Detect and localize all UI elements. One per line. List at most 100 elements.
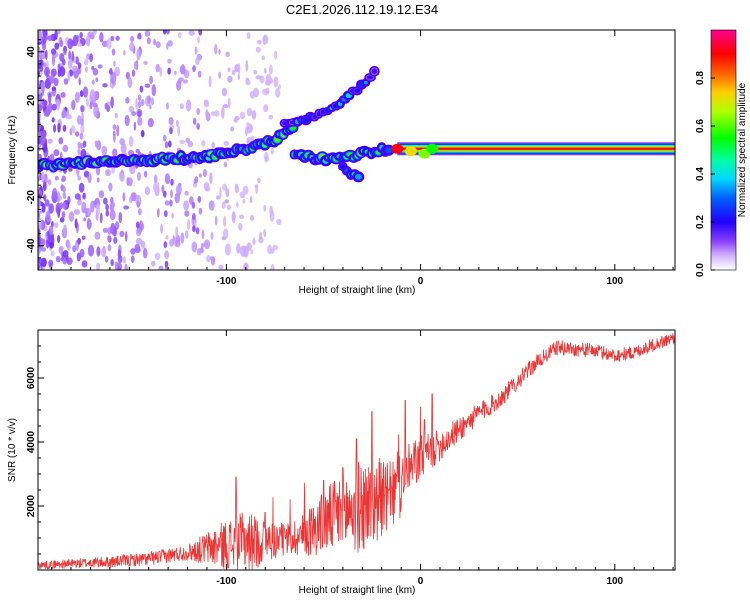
noise-blob xyxy=(149,104,152,110)
noise-blob xyxy=(175,226,179,238)
noise-blob xyxy=(129,196,133,204)
noise-blob xyxy=(175,184,182,195)
noise-blob xyxy=(133,61,139,70)
noise-blob xyxy=(71,50,74,62)
noise-blob xyxy=(117,254,123,264)
noise-blob xyxy=(136,48,141,61)
track-blob xyxy=(385,147,393,154)
noise-streak xyxy=(104,255,109,263)
y-tick-label: -40 xyxy=(26,238,37,253)
spectrogram-axes: -100 0 100 -40 -20 0 20 40 xyxy=(26,30,674,287)
noise-blob xyxy=(57,123,61,133)
noise-streak xyxy=(62,124,67,132)
noise-blob xyxy=(118,212,123,224)
noise-blob xyxy=(237,73,240,80)
noise-blob xyxy=(38,176,41,182)
noise-blob xyxy=(85,35,91,47)
noise-blob xyxy=(114,66,121,77)
noise-blob xyxy=(167,58,172,64)
noise-blob xyxy=(228,97,231,109)
colorbar-tick-label: 0.0 xyxy=(695,263,706,277)
noise-blob xyxy=(155,63,160,73)
noise-blob xyxy=(166,42,169,51)
noise-streak xyxy=(59,40,64,47)
noise-blob xyxy=(195,56,200,66)
noise-blob xyxy=(242,199,246,204)
noise-streak xyxy=(140,99,145,106)
noise-blob xyxy=(40,82,45,91)
noise-blob xyxy=(124,114,130,127)
noise-streak xyxy=(191,201,196,209)
noise-blob xyxy=(50,68,57,77)
noise-streak xyxy=(192,213,196,220)
noise-blob xyxy=(119,230,125,237)
noise-blob xyxy=(85,97,89,107)
noise-blob xyxy=(168,117,174,125)
noise-blob xyxy=(221,201,226,209)
noise-blob xyxy=(177,32,182,39)
noise-blob xyxy=(101,145,108,156)
noise-streak xyxy=(169,199,173,207)
noise-streak xyxy=(162,134,167,142)
noise-blob xyxy=(93,200,97,205)
noise-blob xyxy=(68,50,72,61)
colorbar: 0.0 0.2 0.4 0.6 0.8 Normalized spectral ampl… xyxy=(695,29,748,277)
noise-blob xyxy=(202,168,207,178)
noise-blob xyxy=(38,236,41,247)
noise-blob xyxy=(38,200,42,209)
noise-blob xyxy=(38,49,44,56)
noise-blob xyxy=(250,249,254,255)
figure-title: C2E1.2026.112.19.12.E34 xyxy=(286,2,438,17)
noise-blob xyxy=(146,37,151,45)
noise-blob xyxy=(47,35,54,41)
noise-blob xyxy=(226,204,232,210)
noise-blob xyxy=(38,104,43,112)
noise-blob xyxy=(151,84,157,97)
noise-blob xyxy=(224,243,231,256)
noise-blob xyxy=(270,263,275,270)
noise-blob xyxy=(130,248,136,255)
noise-blob xyxy=(125,97,130,104)
noise-streak xyxy=(77,62,82,70)
noise-blob xyxy=(153,38,157,46)
noise-blob xyxy=(41,203,46,213)
noise-streak xyxy=(77,141,82,149)
noise-blob xyxy=(231,211,236,224)
noise-streak xyxy=(61,58,66,66)
noise-blob xyxy=(209,172,213,185)
noise-streak xyxy=(163,190,167,198)
noise-blob xyxy=(60,92,66,98)
noise-blob xyxy=(71,65,78,72)
noise-streak xyxy=(166,30,170,35)
noise-blob xyxy=(223,228,229,239)
noise-streak xyxy=(167,67,171,75)
x-tick-label: 100 xyxy=(606,276,623,287)
noise-streak xyxy=(164,260,169,268)
noise-blob xyxy=(81,260,88,268)
noise-blob xyxy=(218,49,221,55)
noise-blob xyxy=(204,239,211,250)
noise-streak xyxy=(77,67,81,75)
noise-streak xyxy=(137,94,142,102)
noise-blob xyxy=(51,187,58,200)
noise-streak xyxy=(79,90,84,98)
noise-blob xyxy=(191,241,198,253)
noise-blob xyxy=(53,123,57,133)
noise-blob xyxy=(231,69,236,76)
noise-blob xyxy=(174,240,181,248)
noise-blob xyxy=(227,67,231,73)
noise-blob xyxy=(66,242,71,251)
noise-streak xyxy=(59,202,64,210)
noise-blob xyxy=(97,64,103,69)
noise-streak xyxy=(106,105,111,113)
noise-blob xyxy=(186,218,191,231)
noise-blob xyxy=(142,247,148,259)
noise-blob xyxy=(218,264,224,270)
noise-blob xyxy=(115,35,120,41)
noise-streak xyxy=(105,203,109,211)
noise-blob xyxy=(83,217,86,222)
noise-blob xyxy=(149,75,154,85)
noise-blob xyxy=(68,211,75,222)
noise-blob xyxy=(38,88,42,95)
noise-blob xyxy=(87,31,94,38)
